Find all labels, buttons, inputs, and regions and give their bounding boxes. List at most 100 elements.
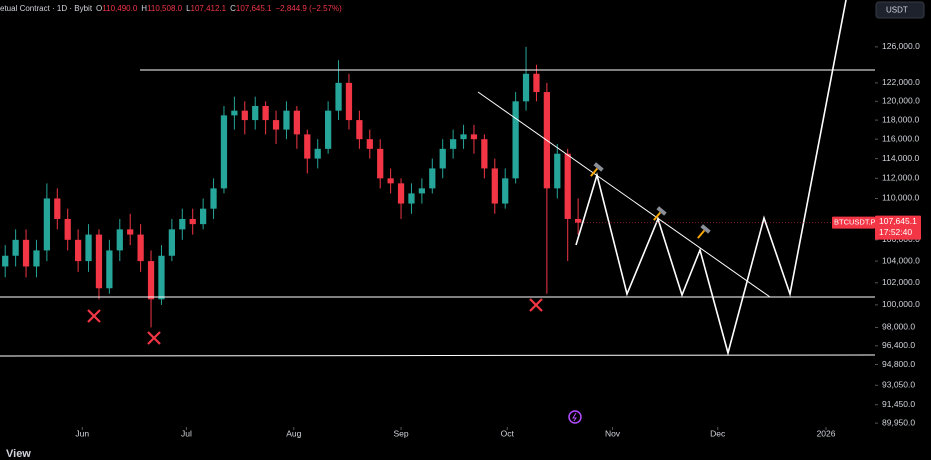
- candle-body: [502, 178, 509, 204]
- y-tick-label: 126,000.0: [882, 41, 920, 51]
- candle-body: [12, 239, 19, 256]
- hammer-icon: [653, 206, 667, 221]
- candle-body: [200, 208, 207, 225]
- candle-body: [533, 73, 540, 93]
- y-tick-label: 94,800.0: [882, 359, 915, 369]
- currency-button[interactable]: USDT: [886, 6, 908, 15]
- symbol-title: etual Contract · 1D · Bybit: [0, 4, 93, 13]
- legend-key: H: [141, 4, 147, 13]
- candle-body: [106, 250, 113, 289]
- x-marks: [87, 298, 543, 345]
- symbol-label-bg: [832, 216, 875, 229]
- projection-path: [575, 0, 847, 357]
- x-mark: [87, 309, 101, 323]
- candle-body: [2, 255, 9, 267]
- candle-body: [241, 110, 248, 121]
- x-mark: [529, 298, 543, 312]
- axes: 126,000.0 122,000.0 120,000.0 118,000.0 116,…: [75, 41, 921, 438]
- legend-value: 107,412.1: [191, 4, 227, 13]
- candle-body: [460, 134, 467, 140]
- candle-body: [272, 120, 280, 130]
- candle-body: [54, 198, 61, 219]
- candle-body: [127, 229, 134, 235]
- candle-body: [470, 134, 478, 140]
- x-tick-label: Dec: [710, 428, 726, 438]
- x-tick-label: 2026: [817, 428, 836, 438]
- candle-body: [43, 198, 50, 251]
- candle-body: [210, 188, 217, 209]
- candle-body: [397, 183, 405, 204]
- candle-body: [418, 188, 425, 194]
- x-mark: [147, 331, 161, 345]
- y-tick-label: 98,000.0: [882, 322, 915, 332]
- hammer-icon: [697, 224, 711, 239]
- candle-body: [75, 239, 82, 262]
- candle-body: [356, 120, 363, 140]
- y-tick-label: 116,000.0: [882, 133, 919, 143]
- y-tick-label: 91,450.0: [882, 399, 915, 409]
- candle-body: [335, 82, 342, 111]
- y-tick-label: 93,050.0: [882, 380, 915, 390]
- candle-body: [304, 134, 311, 159]
- candle-body: [168, 229, 175, 256]
- candle-body: [387, 178, 394, 184]
- y-tick-label: 112,000.0: [882, 173, 919, 183]
- y-tick-label: 114,000.0: [882, 153, 919, 163]
- change-label: −2,844.9 (−2.57%): [275, 4, 342, 13]
- y-tick-label: 110,000.0: [882, 193, 919, 203]
- y-tick-label: 100,000.0: [882, 299, 920, 309]
- candle-body: [158, 255, 165, 300]
- trend-line: [477, 91, 771, 298]
- candle-body: [22, 239, 30, 267]
- y-tick-label: 120,000.0: [882, 96, 920, 106]
- candle-body: [450, 139, 457, 149]
- candle-body: [429, 168, 436, 189]
- legend-value: 110,490.0: [102, 4, 138, 13]
- y-tick-label: 96,400.0: [882, 340, 915, 350]
- drawings: [0, 0, 876, 357]
- x-tick-label: Jun: [75, 428, 89, 438]
- candle-body: [231, 110, 238, 116]
- candle-body: [220, 115, 228, 189]
- candle-body: [314, 148, 321, 159]
- candle-body: [33, 250, 40, 267]
- candle-body: [554, 153, 561, 189]
- candle-body: [179, 218, 186, 230]
- event-circle[interactable]: [568, 410, 582, 424]
- x-tick-label: Jul: [181, 428, 192, 438]
- candle-body: [377, 148, 384, 179]
- candle-body: [95, 234, 103, 289]
- candle-body: [575, 218, 582, 223]
- candle-body: [252, 105, 259, 121]
- legend-value: 110,508.0: [147, 4, 183, 13]
- legend-key: L: [186, 4, 191, 13]
- candle-body: [293, 110, 300, 135]
- currency-button-bg[interactable]: [875, 1, 925, 19]
- event-icon[interactable]: [568, 410, 582, 424]
- candle-body: [564, 153, 571, 219]
- candle-body: [137, 234, 144, 262]
- lower-support-line: [0, 354, 876, 357]
- countdown-label: 17:52:40: [879, 227, 912, 237]
- candle-body: [116, 229, 123, 251]
- candle-body: [481, 139, 488, 169]
- candle-body: [85, 234, 92, 262]
- hammer-icons: [590, 162, 711, 239]
- y-tick-label: 104,000.0: [882, 255, 920, 265]
- watermark: View: [6, 448, 31, 460]
- legend-key: O: [96, 4, 102, 13]
- legend-key: C: [230, 4, 236, 13]
- symbol-label: BTCUSDT.P: [834, 218, 876, 227]
- candle-body: [439, 148, 446, 169]
- price-label-bg: [875, 215, 921, 240]
- candles: [2, 46, 582, 328]
- x-tick-label: Nov: [605, 428, 621, 438]
- candle-body: [512, 101, 519, 179]
- candle-body: [325, 110, 332, 149]
- candle-body: [283, 110, 290, 130]
- ohlc-legend: O 110,490.0 H 110,508.0 L 107,412.1 C 107,645.1…: [96, 4, 342, 13]
- candle-body: [189, 218, 196, 225]
